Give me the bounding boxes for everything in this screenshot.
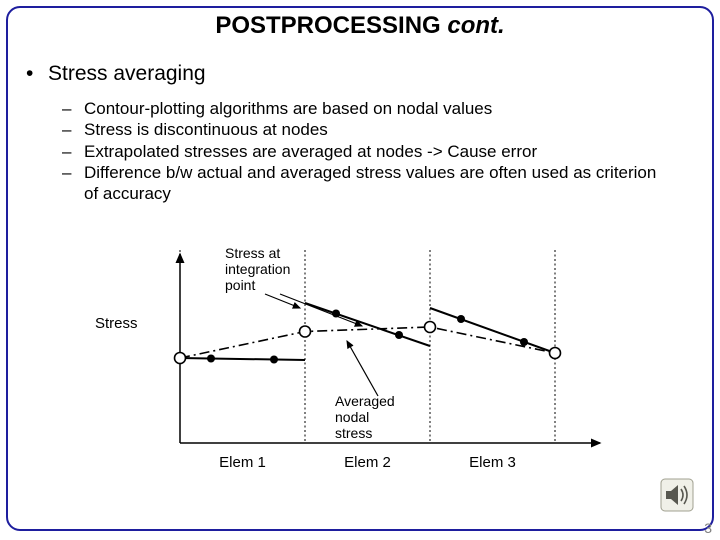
list-item: –Extrapolated stresses are averaged at n… xyxy=(62,141,674,162)
svg-text:stress: stress xyxy=(335,425,372,441)
title-main: POSTPROCESSING xyxy=(215,12,447,39)
sub-bullet-list: –Contour-plotting algorithms are based o… xyxy=(62,98,674,204)
heading-bullet: •Stress averaging xyxy=(26,62,206,86)
svg-text:Stress at: Stress at xyxy=(225,248,280,261)
svg-text:point: point xyxy=(225,277,255,293)
list-item: –Difference b/w actual and averaged stre… xyxy=(62,162,674,205)
slide-number: 3 xyxy=(704,520,712,536)
list-item: –Contour-plotting algorithms are based o… xyxy=(62,98,674,119)
svg-text:Elem 3: Elem 3 xyxy=(469,454,516,471)
svg-text:Elem 1: Elem 1 xyxy=(219,454,266,471)
slide-title: POSTPROCESSING cont. xyxy=(0,12,720,40)
bullet-dot-icon: • xyxy=(26,62,48,86)
svg-text:Elem 2: Elem 2 xyxy=(344,454,391,471)
dash-icon: – xyxy=(62,119,84,140)
svg-text:Averaged: Averaged xyxy=(335,393,395,409)
svg-text:Stress: Stress xyxy=(95,315,138,332)
svg-text:integration: integration xyxy=(225,261,290,277)
speaker-icon xyxy=(660,478,694,512)
list-text: Stress is discontinuous at nodes xyxy=(84,119,328,140)
dash-icon: – xyxy=(62,162,84,205)
heading-text: Stress averaging xyxy=(48,62,206,85)
title-italic: cont. xyxy=(447,12,504,39)
list-item: –Stress is discontinuous at nodes xyxy=(62,119,674,140)
list-text: Difference b/w actual and averaged stres… xyxy=(84,162,674,205)
list-text: Contour-plotting algorithms are based on… xyxy=(84,98,492,119)
svg-text:nodal: nodal xyxy=(335,409,369,425)
dash-icon: – xyxy=(62,98,84,119)
list-text: Extrapolated stresses are averaged at no… xyxy=(84,141,537,162)
dash-icon: – xyxy=(62,141,84,162)
stress-diagram: Stress atintegrationpoint Averagednodalst… xyxy=(90,248,650,498)
